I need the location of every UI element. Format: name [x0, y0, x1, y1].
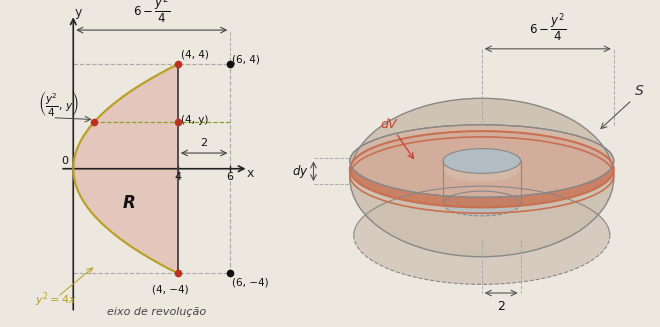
- Text: (4, 4): (4, 4): [181, 50, 209, 60]
- Text: (6, 4): (6, 4): [232, 55, 260, 65]
- Text: R: R: [123, 194, 136, 212]
- Text: y: y: [75, 6, 82, 19]
- Text: eixo de revolução: eixo de revolução: [108, 307, 207, 317]
- Text: 2: 2: [497, 300, 505, 313]
- Ellipse shape: [354, 186, 610, 284]
- Ellipse shape: [443, 157, 521, 181]
- Text: (6, −4): (6, −4): [232, 277, 269, 287]
- Ellipse shape: [443, 149, 521, 173]
- Text: (4, −4): (4, −4): [152, 285, 188, 295]
- Text: $\left(\dfrac{y^2}{4},\,y\right)$: $\left(\dfrac{y^2}{4},\,y\right)$: [38, 89, 79, 118]
- Text: 0: 0: [61, 156, 69, 166]
- Text: $6-\dfrac{y^2}{4}$: $6-\dfrac{y^2}{4}$: [529, 11, 566, 44]
- Text: $6 - \dfrac{y^2}{4}$: $6 - \dfrac{y^2}{4}$: [133, 0, 170, 26]
- Text: $S$: $S$: [634, 84, 644, 98]
- Text: 6: 6: [227, 172, 234, 182]
- Text: x: x: [246, 166, 253, 180]
- Text: 2: 2: [201, 139, 208, 148]
- Ellipse shape: [350, 98, 614, 257]
- Text: $dV$: $dV$: [379, 117, 399, 131]
- Ellipse shape: [443, 191, 521, 216]
- Ellipse shape: [350, 125, 614, 197]
- Text: $dy$: $dy$: [292, 163, 309, 180]
- Ellipse shape: [350, 125, 614, 197]
- Ellipse shape: [350, 131, 614, 207]
- Text: (4, y): (4, y): [181, 115, 209, 125]
- Text: $y^2 = 4x$: $y^2 = 4x$: [36, 290, 77, 309]
- Text: 4: 4: [174, 172, 182, 182]
